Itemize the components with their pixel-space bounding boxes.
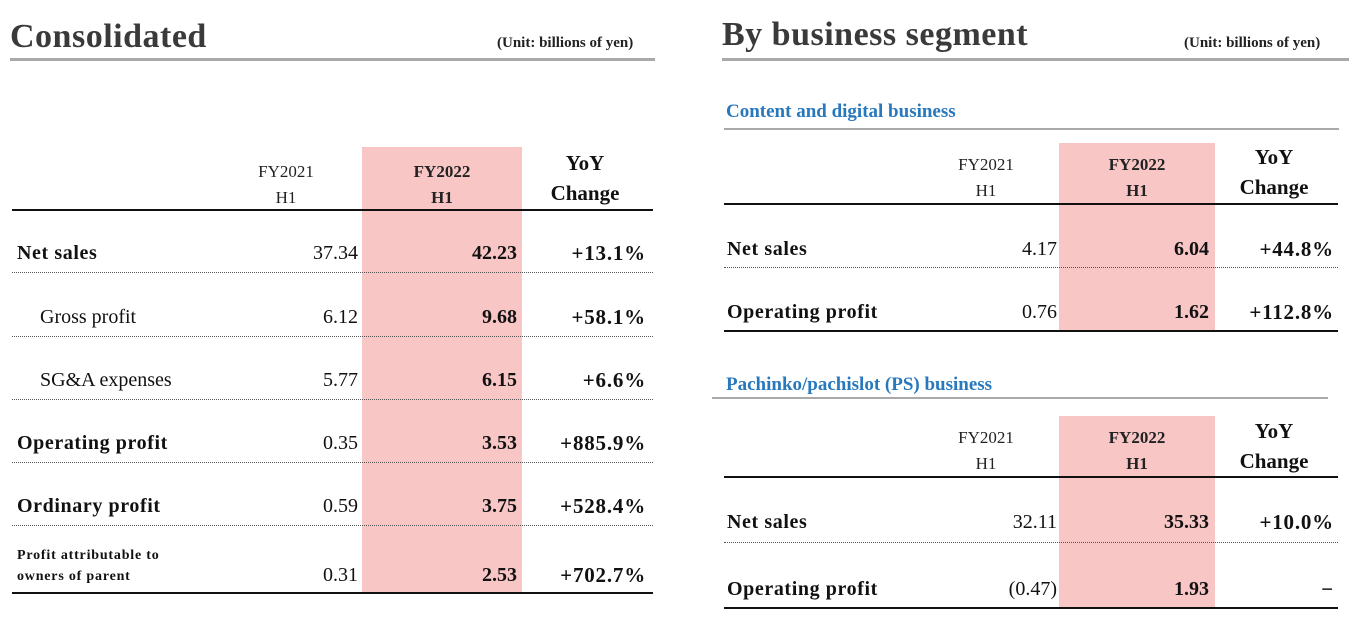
value-yoy: +702.7% [560,563,646,587]
row-divider [12,525,653,526]
content-row-label-net-sales: Net sales [727,238,808,260]
consolidated-header-rule [12,209,653,211]
row-label-profit-attributable: Profit attributable to owners of parent [17,545,237,587]
value-fy2021: 4.17 [1022,238,1057,260]
row-divider [12,336,653,337]
consolidated-bottom-rule [12,592,653,594]
ps-fy2022-highlight [1059,416,1215,609]
consolidated-title: Consolidated [10,18,207,55]
content-header-fy2021-line2: H1 [975,181,997,200]
value-fy2022: 6.15 [482,369,517,391]
header-fy2021-line1: FY2021 [258,162,314,181]
content-header-fy2022-line2: H1 [1126,181,1148,200]
value-fy2022: 35.33 [1164,511,1209,533]
header-yoy-line1: YoY [565,151,605,175]
value-yoy: +6.6% [582,368,646,392]
ps-row-label-net-sales: Net sales [727,511,808,533]
value-yoy: +44.8% [1259,237,1334,261]
value-fy2022: 1.93 [1174,578,1209,600]
value-yoy: +112.8% [1249,300,1334,324]
value-fy2022: 42.23 [472,242,517,264]
value-fy2021: (0.47) [1008,578,1057,600]
ps-header-fy2022: FY2022 H1 [1087,425,1187,477]
header-yoy-line2: Change [550,181,620,205]
content-fy2022-highlight [1059,143,1215,331]
content-header-fy2021-line1: FY2021 [958,155,1014,174]
content-header-fy2022-line1: FY2022 [1108,155,1166,174]
value-fy2021: 6.12 [323,306,358,328]
segments-title: By business segment [722,16,1029,53]
fy2022-highlight-column [362,147,522,593]
content-row-label-operating-profit: Operating profit [727,301,878,323]
ps-header-yoy: YoY Change [1224,416,1324,476]
content-header-yoy-line1: YoY [1254,145,1294,169]
consolidated-title-rule [10,58,655,61]
ps-business-title-rule [712,397,1328,399]
value-yoy: +528.4% [560,494,646,518]
row-divider [12,272,653,273]
content-bottom-rule [724,330,1338,332]
value-fy2021: 0.31 [323,564,358,586]
row-label-line1: Profit attributable to [17,548,160,563]
value-fy2022: 6.04 [1174,238,1209,260]
ps-header-rule [724,476,1338,478]
value-fy2022: 3.53 [482,432,517,454]
segments-title-rule [722,58,1349,61]
ps-header-fy2021-line1: FY2021 [958,428,1014,447]
ps-header-fy2022-line2: H1 [1126,454,1148,473]
value-yoy: +13.1% [571,241,646,265]
content-digital-title-rule [724,128,1339,130]
value-fy2021: 0.59 [323,495,358,517]
value-fy2021: 0.76 [1022,301,1057,323]
value-fy2022: 2.53 [482,564,517,586]
value-fy2022: 3.75 [482,495,517,517]
header-yoy: YoY Change [535,148,635,208]
row-label-sga-expenses: SG&A expenses [40,369,172,391]
value-yoy: +885.9% [560,431,646,455]
row-label-net-sales: Net sales [17,242,98,264]
content-header-yoy-line2: Change [1239,175,1309,199]
header-fy2022: FY2022 H1 [392,159,492,211]
row-label-ordinary-profit: Ordinary profit [17,495,161,517]
value-fy2021: 37.34 [313,242,358,264]
ps-business-title: Pachinko/pachislot (PS) business [726,374,993,395]
ps-header-yoy-line2: Change [1239,449,1309,473]
value-yoy: +58.1% [571,305,646,329]
row-label-gross-profit: Gross profit [40,306,137,328]
value-yoy: +10.0% [1259,510,1334,534]
row-divider [724,267,1338,268]
header-fy2021: FY2021 H1 [236,159,336,211]
value-yoy: − [1321,577,1334,601]
header-fy2021-line2: H1 [275,188,297,207]
ps-row-label-operating-profit: Operating profit [727,578,878,600]
ps-bottom-rule [724,607,1338,609]
value-fy2021: 32.11 [1012,511,1057,533]
segments-unit: (Unit: billions of yen) [1184,35,1321,51]
ps-header-fy2021-line2: H1 [975,454,997,473]
ps-header-fy2021: FY2021 H1 [936,425,1036,477]
content-header-rule [724,203,1338,205]
content-header-yoy: YoY Change [1224,142,1324,202]
value-fy2021: 5.77 [323,369,358,391]
ps-header-yoy-line1: YoY [1254,419,1294,443]
row-label-line2: owners of parent [17,569,131,584]
ps-header-fy2022-line1: FY2022 [1108,428,1166,447]
row-divider [12,399,653,400]
row-label-operating-profit: Operating profit [17,432,168,454]
consolidated-unit: (Unit: billions of yen) [497,35,634,51]
value-fy2022: 1.62 [1174,301,1209,323]
content-header-fy2021: FY2021 H1 [936,152,1036,204]
row-divider [724,542,1338,543]
content-header-fy2022: FY2022 H1 [1087,152,1187,204]
header-fy2022-line1: FY2022 [413,162,471,181]
row-divider [12,462,653,463]
value-fy2021: 0.35 [323,432,358,454]
value-fy2022: 9.68 [482,306,517,328]
content-digital-title: Content and digital business [726,101,956,122]
header-fy2022-line2: H1 [431,188,453,207]
